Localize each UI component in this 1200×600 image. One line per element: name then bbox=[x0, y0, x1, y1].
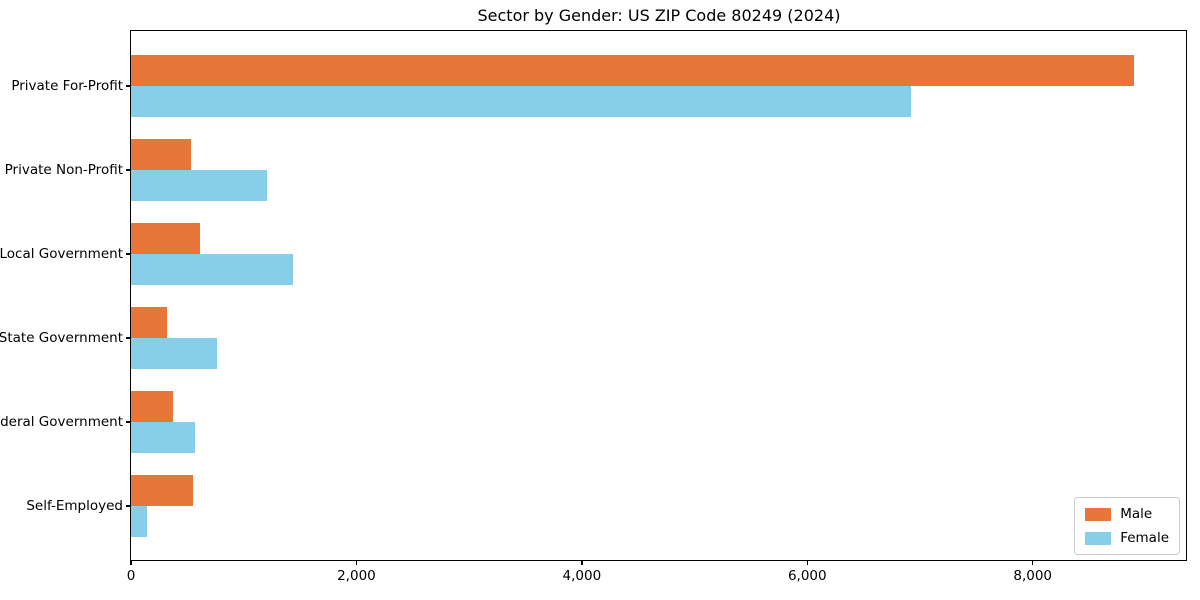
chart-title: Sector by Gender: US ZIP Code 80249 (202… bbox=[477, 6, 841, 25]
category-label-private-non-profit: Private Non-Profit bbox=[4, 162, 123, 178]
y-tick-mark bbox=[126, 169, 131, 171]
bar-male-federal-government bbox=[131, 391, 173, 422]
y-tick-mark bbox=[126, 421, 131, 423]
legend: Male Female bbox=[1074, 497, 1180, 555]
x-tick-mark bbox=[1031, 560, 1034, 565]
x-tick-mark bbox=[806, 560, 809, 565]
bar-male-private-for-profit bbox=[131, 55, 1135, 86]
x-tick-mark bbox=[130, 560, 132, 565]
legend-label-male: Male bbox=[1120, 506, 1153, 522]
bars-layer bbox=[131, 31, 1186, 560]
x-tick-label-6-000: 6,000 bbox=[787, 568, 827, 584]
category-label-private-for-profit: Private For-Profit bbox=[11, 78, 123, 94]
legend-label-female: Female bbox=[1120, 530, 1169, 546]
category-label-federal-government: Federal Government bbox=[0, 414, 123, 430]
bar-male-private-non-profit bbox=[131, 139, 191, 170]
legend-item-male: Male bbox=[1085, 506, 1169, 522]
category-label-local-government: Local Government bbox=[0, 246, 123, 262]
bar-female-federal-government bbox=[131, 422, 196, 453]
x-tick-mark bbox=[581, 560, 583, 565]
female-legend-swatch bbox=[1085, 531, 1112, 545]
x-tick-label-4-000: 4,000 bbox=[562, 568, 602, 584]
bar-male-self-employed bbox=[131, 475, 193, 506]
x-tick-label-0: 0 bbox=[126, 568, 136, 584]
bar-male-local-government bbox=[131, 223, 200, 254]
axis-layer: Private For-Profit Private Non-Profit Loca… bbox=[0, 31, 1186, 584]
category-label-state-government: State Government bbox=[0, 330, 123, 346]
bar-female-local-government bbox=[131, 254, 294, 285]
legend-item-female: Female bbox=[1085, 530, 1169, 546]
y-tick-mark bbox=[126, 85, 131, 87]
y-tick-mark bbox=[126, 337, 131, 339]
x-tick-label-8-000: 8,000 bbox=[1013, 568, 1053, 584]
y-tick-mark bbox=[126, 253, 131, 255]
plot-area: Private For-Profit Private Non-Profit Loca… bbox=[0, 30, 1187, 584]
bar-female-private-for-profit bbox=[131, 86, 911, 117]
bar-male-state-government bbox=[131, 307, 168, 338]
category-label-self-employed: Self-Employed bbox=[26, 498, 123, 514]
bar-female-self-employed bbox=[131, 506, 147, 537]
y-tick-mark bbox=[126, 505, 131, 507]
male-legend-swatch bbox=[1085, 507, 1112, 521]
x-tick-mark bbox=[355, 560, 358, 565]
bar-female-state-government bbox=[131, 338, 217, 369]
x-tick-label-2-000: 2,000 bbox=[337, 568, 376, 584]
bar-female-private-non-profit bbox=[131, 170, 268, 201]
